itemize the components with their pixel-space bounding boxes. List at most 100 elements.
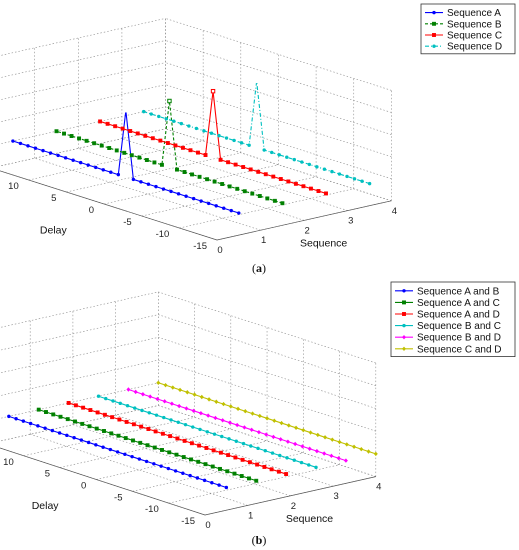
legend-entry-label: Sequence D (447, 42, 502, 53)
data-point-marker (237, 211, 241, 215)
data-point-marker (269, 467, 274, 472)
data-point-marker (314, 448, 319, 454)
data-point-marker (257, 194, 262, 198)
sequence-tick-label: 0 (205, 520, 210, 531)
data-point-marker (301, 427, 306, 433)
back-wall-grid-line (0, 40, 166, 78)
data-point-marker (209, 131, 214, 135)
data-point-marker (314, 465, 318, 470)
data-point-marker (142, 109, 146, 114)
data-point-marker (322, 451, 327, 456)
back-wall-grid-line (0, 359, 159, 396)
side-wall-grid-line (165, 106, 392, 180)
data-point-marker (202, 129, 206, 133)
data-point-marker (43, 426, 47, 430)
data-point-marker (197, 443, 202, 448)
data-point-marker (300, 160, 304, 164)
data-point-marker (265, 196, 270, 201)
data-point-marker (218, 450, 223, 455)
delay-tick-label: -5 (123, 217, 131, 228)
data-point-marker (21, 419, 26, 423)
data-point-marker (160, 431, 165, 436)
floor-grid-line (23, 417, 195, 457)
data-point-marker (188, 148, 193, 153)
data-point-marker (115, 450, 120, 454)
data-point-marker (179, 121, 184, 126)
data-point-marker (123, 452, 127, 456)
back-wall-grid-line (0, 314, 159, 351)
data-point-marker (169, 401, 174, 406)
legend-entry-label: Sequence C and D (417, 344, 502, 355)
floor-grid-line (96, 440, 268, 480)
data-point-marker (154, 413, 159, 417)
data-point-marker (135, 131, 140, 136)
data-point-marker (256, 429, 261, 435)
floor-grid-line (115, 414, 334, 487)
data-point-marker (202, 478, 207, 483)
data-point-marker (277, 153, 281, 157)
data-point-marker (101, 445, 105, 449)
delay-axis-label: Delay (40, 225, 68, 237)
data-point-marker (236, 406, 241, 412)
data-point-marker (235, 186, 240, 191)
delay-tick-label: 0 (89, 205, 94, 216)
data-point-marker (56, 153, 60, 158)
sequence-tick-label: 0 (217, 245, 222, 256)
data-point-marker (210, 464, 215, 469)
data-point-marker (133, 406, 137, 410)
data-point-marker (156, 380, 161, 385)
data-point-marker (206, 413, 211, 418)
data-point-marker (102, 429, 106, 433)
floor-grid-line (0, 170, 218, 241)
delay-tick-label: 10 (3, 457, 14, 468)
data-point-marker (188, 473, 192, 478)
data-point-marker (182, 170, 187, 174)
data-point-marker (65, 417, 70, 422)
floor-grid-line (132, 452, 304, 492)
data-point-marker (125, 404, 130, 408)
data-point-marker (198, 427, 202, 432)
data-point-marker (280, 201, 285, 206)
data-point-marker (167, 450, 172, 455)
data-point-marker (190, 172, 194, 177)
data-point-marker (247, 476, 251, 481)
floor-grid-line (72, 424, 291, 497)
data-point-marker (220, 418, 225, 423)
legend-swatch-marker (432, 10, 436, 15)
data-point-marker (166, 466, 171, 471)
data-point-marker (286, 423, 291, 428)
data-point-marker (336, 456, 341, 461)
data-point-marker (285, 456, 289, 460)
data-point-marker (57, 431, 62, 435)
data-point-marker (241, 441, 246, 446)
data-point-marker (120, 126, 125, 131)
data-point-marker (214, 399, 219, 404)
data-point-marker (232, 138, 236, 143)
data-point-marker (345, 174, 349, 179)
data-point-marker (101, 168, 105, 172)
data-point-marker (105, 121, 110, 126)
data-point-marker (300, 444, 305, 449)
data-point-marker (187, 124, 191, 128)
sequence-axis-label: Sequence (286, 513, 333, 525)
data-point-marker (212, 432, 217, 436)
data-point-marker (114, 148, 119, 153)
data-point-marker (271, 434, 276, 440)
data-point-marker (96, 394, 101, 398)
data-point-marker (360, 179, 364, 183)
data-point-marker (133, 389, 138, 395)
data-point-marker (84, 138, 89, 143)
legend-entry-label: Sequence B and C (417, 321, 501, 332)
data-point-marker (184, 194, 188, 198)
data-point-marker (263, 449, 267, 453)
panel-a-autocorrelation-plot: -15-10-505101501234-16016324864DelaySequ… (0, 3, 516, 275)
legend-swatch-marker (402, 335, 406, 340)
data-point-marker (99, 143, 104, 148)
data-point-marker (196, 459, 201, 464)
legend-entry-label: Sequence A and C (417, 298, 500, 309)
data-point-marker (228, 404, 233, 409)
data-point-marker (169, 418, 173, 422)
data-point-marker (337, 172, 342, 176)
data-point-marker (224, 136, 229, 140)
data-point-marker (50, 428, 55, 433)
